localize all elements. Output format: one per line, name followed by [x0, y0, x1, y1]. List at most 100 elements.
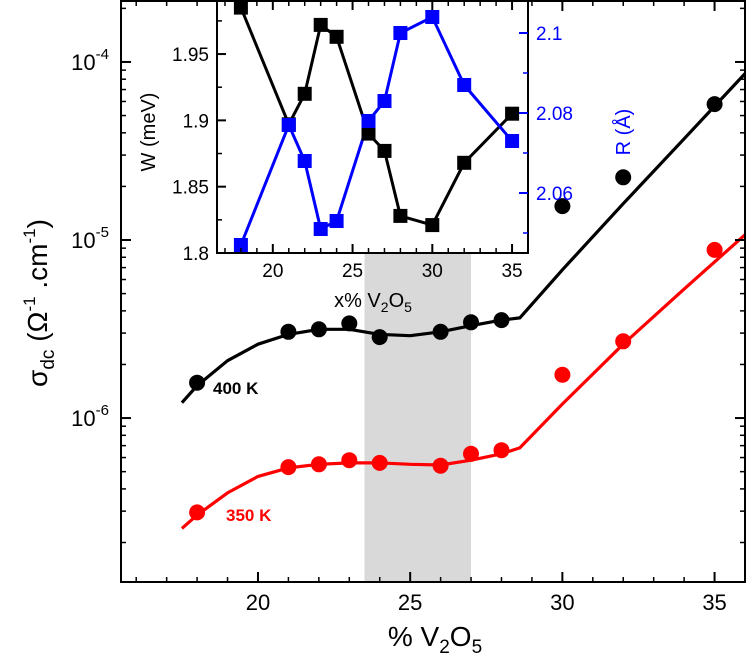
x-axis-label-sub2: 5: [472, 637, 483, 658]
y-axis-ticks: 10-610-510-4: [71, 7, 745, 544]
inset-point-W: [361, 126, 376, 141]
data-point: [280, 323, 297, 340]
x-axis-ticks: 20 25 30 35: [135, 1, 746, 615]
inset-x-ticks: 20 25 30 35: [224, 1, 523, 282]
data-point: [341, 315, 358, 332]
data-point: [310, 321, 327, 338]
inset-point-R: [361, 114, 376, 128]
data-point: [189, 374, 206, 391]
inset-x-label-sub2: 5: [404, 299, 412, 315]
inset-x-tick-label: 25: [342, 261, 363, 282]
y-axis-label: σdc (Ω-1 .cm-1): [20, 219, 59, 387]
inset-points: [233, 0, 520, 252]
y-tick-exp: -4: [96, 46, 109, 63]
data-point: [432, 457, 449, 474]
y-axis-label-sub: dc: [38, 350, 59, 370]
data-point: [615, 169, 632, 186]
inset-right-tick-label: 2.08: [536, 104, 573, 125]
inset-plot: 20 25 30 35 1.8 1.85 1.9 1.95 2.06 2.08 2.1 x% V…: [138, 0, 635, 315]
y-tick-base: 10: [71, 228, 95, 253]
inset-point-R: [425, 10, 440, 24]
inset-x-axis-label: x% V2O5: [334, 290, 412, 315]
data-point: [310, 456, 327, 473]
inset-x-tick-label: 30: [422, 261, 443, 282]
inset-point-R: [329, 214, 344, 228]
inset-right-tick-label: 2.06: [536, 184, 573, 205]
y-tick-label: 10-6: [71, 402, 109, 431]
inset-point-R: [393, 26, 408, 40]
data-point: [706, 241, 723, 258]
x-tick-label: 25: [398, 590, 422, 615]
inset-left-axis-label: W (meV): [138, 93, 160, 172]
data-point: [493, 442, 510, 459]
inset-left-tick-label: 1.95: [172, 45, 209, 66]
fit-line-1: [180, 233, 747, 530]
inset-point-R: [297, 154, 312, 168]
data-point: [463, 314, 479, 331]
x-axis-label-mid: O: [450, 621, 472, 652]
inset-right-axis-label: R (Å): [612, 109, 635, 156]
data-points: [189, 96, 723, 521]
data-point: [341, 452, 358, 469]
inset-point-W: [329, 29, 344, 44]
inset-left-tick-label: 1.85: [172, 178, 209, 199]
inset-x-label-pre: x% V: [334, 290, 381, 312]
inset-left-ticks: 1.8 1.85 1.9 1.95: [172, 20, 226, 265]
data-point: [432, 323, 449, 340]
inset-point-R: [313, 222, 328, 236]
y-axis-label-dot: .cm: [22, 244, 53, 297]
fit-lines: [180, 72, 747, 530]
inset-x-tick-label: 20: [262, 261, 283, 282]
data-point: [371, 329, 388, 346]
inset-point-W: [313, 17, 328, 32]
inset-x-tick-label: 35: [501, 261, 522, 282]
y-tick-base: 10: [71, 406, 95, 431]
x-tick-label: 20: [246, 590, 270, 615]
inset-right-ticks: 2.06 2.08 2.1: [519, 24, 573, 234]
inset-point-R: [233, 238, 248, 252]
x-axis-label: % V2O5: [388, 621, 482, 658]
inset-point-W: [425, 218, 440, 233]
inset-point-R: [281, 118, 296, 132]
y-tick-label: 10-4: [71, 46, 109, 75]
inset-left-tick-label: 1.8: [183, 244, 209, 265]
y-tick-base: 10: [71, 50, 95, 75]
data-point: [189, 504, 206, 521]
x-axis-label-pre: % V: [388, 621, 440, 652]
inset-left-tick-label: 1.9: [183, 111, 209, 132]
inset-point-R: [505, 134, 520, 148]
data-point: [554, 366, 571, 383]
inset-point-W: [505, 106, 520, 121]
x-tick-label: 35: [702, 590, 726, 615]
inset-x-label-mid: O: [389, 290, 405, 312]
inset-point-W: [393, 208, 408, 223]
x-axis-label-sub1: 2: [439, 637, 450, 658]
y-tick-exp: -5: [96, 224, 109, 241]
y-axis-label-open: (: [22, 332, 53, 350]
label-350k: 350 K: [226, 506, 272, 525]
data-point: [554, 198, 571, 215]
fit-line-0: [180, 72, 747, 404]
inset-point-R: [457, 78, 472, 92]
y-axis-label-close: ): [22, 219, 53, 228]
y-axis-label-sup1: -1: [20, 296, 39, 311]
inset-point-W: [377, 143, 392, 158]
data-point: [706, 96, 723, 113]
y-axis-label-sup2: -1: [20, 228, 39, 243]
inset-point-W: [297, 86, 312, 101]
data-point: [463, 445, 479, 462]
inset-point-W: [233, 0, 248, 15]
y-tick-exp: -6: [96, 402, 109, 419]
data-point: [615, 333, 632, 350]
data-point: [493, 312, 510, 329]
data-point: [280, 459, 297, 476]
data-point: [371, 454, 388, 471]
y-axis-label-omega: Ω: [22, 312, 53, 333]
inset-x-label-sub1: 2: [381, 299, 389, 315]
inset-right-tick-label: 2.1: [536, 24, 562, 45]
y-axis-label-sigma: σ: [22, 370, 53, 387]
y-tick-label: 10-5: [71, 224, 109, 253]
inset-frame: [216, 0, 529, 254]
inset-point-R: [377, 94, 392, 108]
